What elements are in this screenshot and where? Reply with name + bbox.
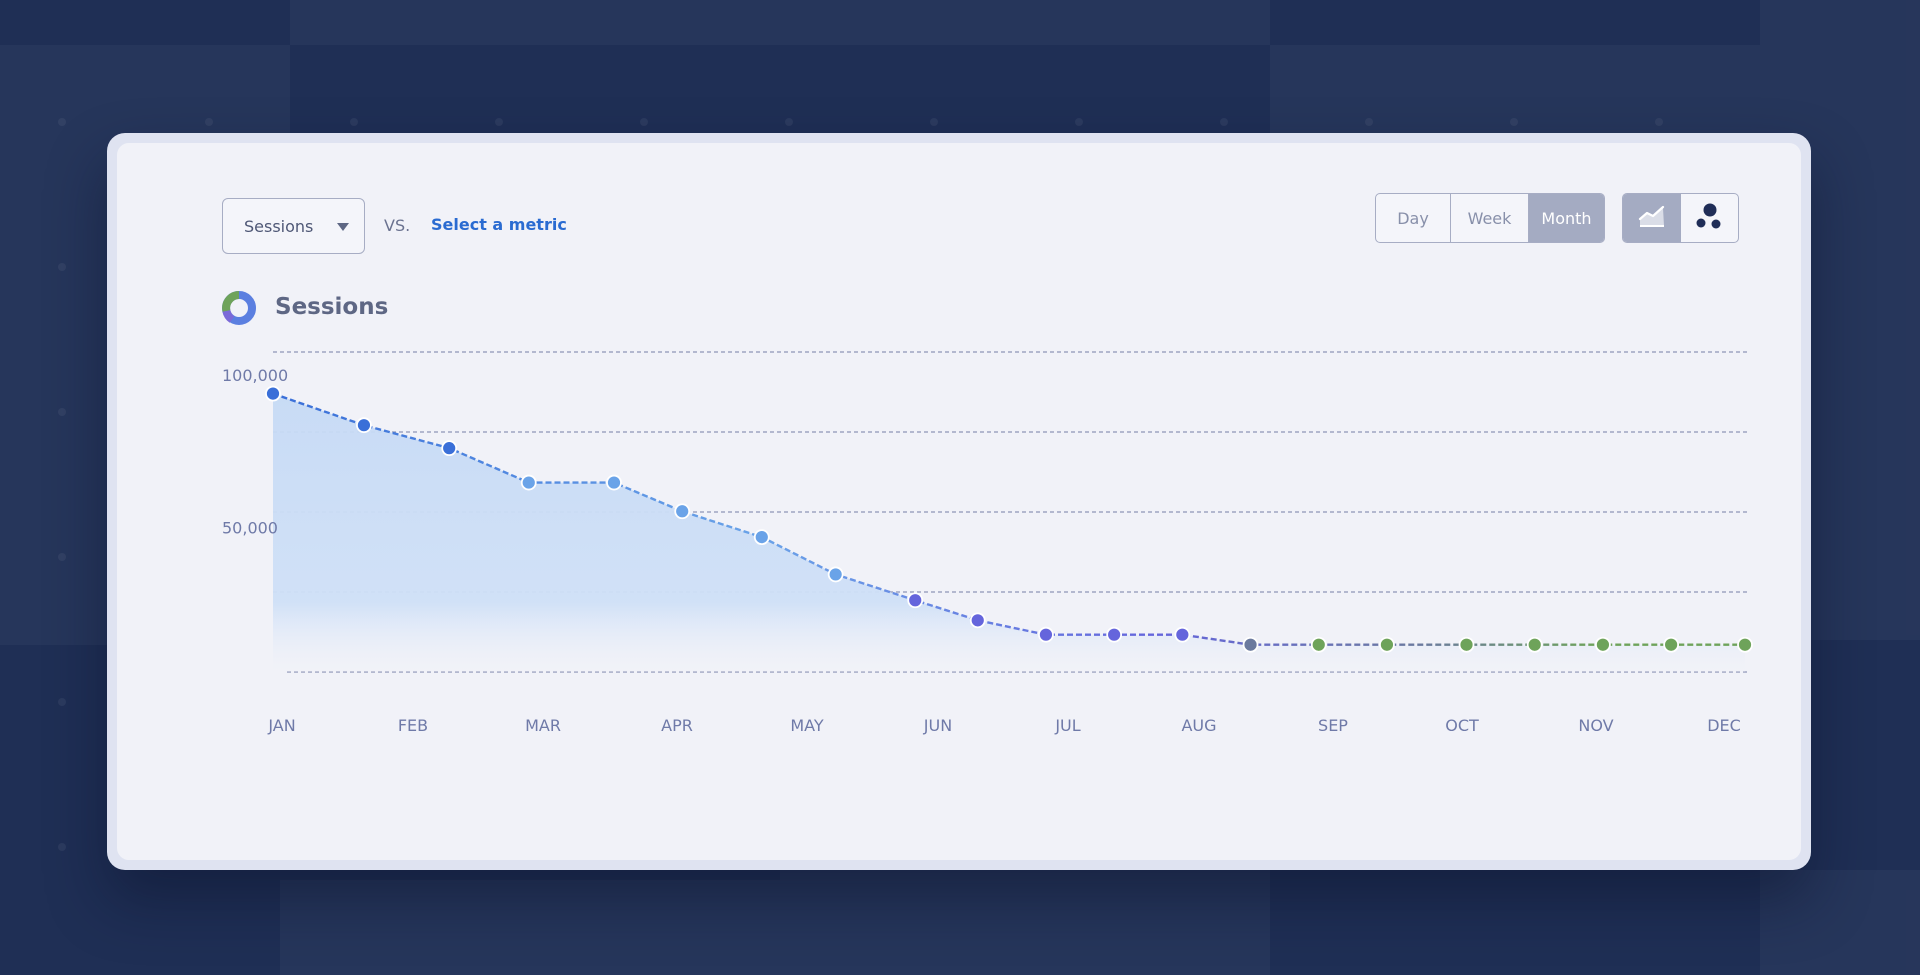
y-tick-label: 50,000 (222, 519, 278, 538)
x-tick-label: NOV (1578, 716, 1613, 735)
background-dot (58, 118, 66, 126)
background-dot (785, 118, 793, 126)
data-point (907, 592, 924, 609)
data-point (606, 474, 622, 491)
background-dot (1510, 118, 1518, 126)
background-dot (495, 118, 503, 126)
x-tick-label: AUG (1181, 716, 1216, 735)
x-tick-label: APR (661, 716, 693, 735)
bubble-chart-icon (1695, 202, 1723, 234)
data-point (1106, 626, 1123, 643)
area-view-button[interactable] (1623, 194, 1681, 242)
x-tick-label: MAY (790, 716, 824, 735)
data-point (753, 529, 770, 546)
background-dot (640, 118, 648, 126)
area-chart-icon (1638, 204, 1666, 232)
sessions-legend-icon (222, 291, 256, 325)
background-dot (58, 553, 66, 561)
background-dot (350, 118, 358, 126)
data-point (441, 440, 458, 457)
data-point (1310, 636, 1327, 653)
background-dot (58, 408, 66, 416)
x-tick-label: SEP (1318, 716, 1348, 735)
period-month-button[interactable]: Month (1529, 194, 1604, 242)
x-tick-label: JUL (1054, 716, 1080, 735)
x-tick-label: JAN (267, 716, 295, 735)
data-point (1038, 626, 1054, 643)
data-point (1379, 636, 1395, 653)
data-point (1174, 626, 1191, 643)
y-tick-label: 100,000 (222, 366, 288, 385)
data-point (969, 612, 986, 629)
background-dot (58, 698, 66, 706)
background-dot (1655, 118, 1663, 126)
background-dot (1075, 118, 1083, 126)
compare-metric-link[interactable]: Select a metric (431, 215, 567, 234)
data-point (827, 566, 844, 583)
x-tick-label: FEB (398, 716, 428, 735)
data-point (674, 503, 691, 520)
chart-view-toggle (1622, 193, 1739, 243)
background-dot (1365, 118, 1373, 126)
background-dot (1220, 118, 1228, 126)
background-dot (930, 118, 938, 126)
data-point (520, 474, 537, 491)
background-dot (58, 843, 66, 851)
metric-select-value: Sessions (244, 217, 314, 236)
legend-title: Sessions (275, 294, 389, 320)
x-tick-label: DEC (1707, 716, 1741, 735)
x-tick-label: JUN (923, 716, 952, 735)
background-dot (58, 263, 66, 271)
data-point (1526, 636, 1543, 653)
data-point (1595, 636, 1611, 653)
data-point (1663, 636, 1680, 653)
x-tick-label: OCT (1445, 716, 1479, 735)
data-point (1242, 636, 1259, 653)
vs-label: VS. (384, 216, 411, 235)
data-point (1458, 636, 1475, 653)
bubble-view-button[interactable] (1681, 194, 1739, 242)
background-dot (205, 118, 213, 126)
x-tick-label: MAR (525, 716, 561, 735)
data-point (356, 417, 372, 434)
series-area-fill (273, 393, 1745, 672)
period-toggle: Day Week Month (1375, 193, 1605, 243)
metric-select[interactable]: Sessions (222, 198, 365, 254)
chevron-down-icon (337, 223, 349, 231)
period-week-button[interactable]: Week (1451, 194, 1529, 242)
period-day-button[interactable]: Day (1376, 194, 1451, 242)
data-point (1737, 636, 1753, 653)
data-point (265, 385, 281, 402)
